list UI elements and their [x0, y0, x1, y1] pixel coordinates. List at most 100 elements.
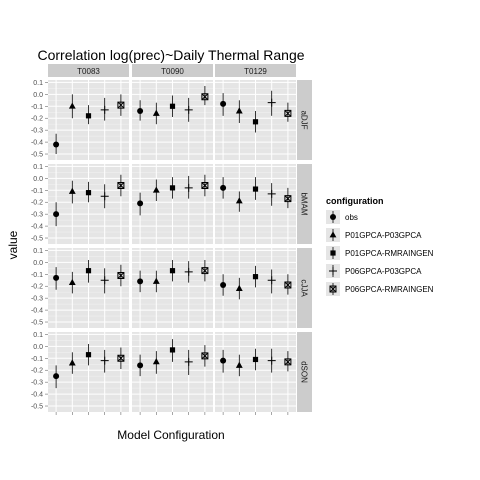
data-point — [252, 356, 259, 363]
data-point — [100, 276, 109, 285]
data-point — [267, 276, 276, 285]
panel-dSON-T0083 — [48, 332, 129, 412]
panel-aDJF-T0090 — [132, 80, 213, 160]
x-axis-title: Model Configuration — [117, 428, 224, 442]
data-point — [169, 347, 176, 353]
y-tick-label: 0.1 — [33, 248, 43, 255]
y-tick-label: -0.4 — [31, 392, 43, 399]
data-point — [137, 278, 144, 285]
data-point — [100, 356, 109, 365]
data-point — [117, 271, 125, 279]
data-point — [53, 274, 60, 281]
y-tick-label: -0.5 — [31, 152, 43, 159]
facet-strip-label: dSON — [300, 361, 309, 383]
y-tick-label: -0.4 — [31, 308, 43, 315]
facet-strip-label: aDJF — [300, 110, 309, 129]
y-tick-label: 0.1 — [33, 164, 43, 171]
data-point — [169, 185, 176, 191]
data-point — [117, 181, 125, 189]
data-point — [284, 358, 292, 366]
facet-strip-label: cJJA — [300, 279, 309, 297]
data-point — [184, 267, 193, 276]
data-point — [267, 189, 276, 198]
facet-strip-label: T0090 — [161, 67, 184, 76]
y-tick-label: -0.5 — [31, 320, 43, 327]
panel-cJJA-T0129 — [215, 248, 296, 328]
data-point — [201, 267, 209, 275]
data-point — [117, 354, 125, 362]
data-point — [267, 98, 276, 107]
y-tick-label: -0.2 — [31, 200, 43, 207]
data-point — [117, 101, 125, 109]
data-point — [201, 93, 209, 101]
data-point — [284, 195, 292, 203]
data-point — [137, 362, 144, 369]
data-point — [100, 192, 109, 201]
data-point — [267, 356, 276, 365]
data-point — [220, 282, 227, 289]
data-point — [85, 352, 92, 358]
legend-label: P01GPCA-RMRAINGEN — [345, 249, 434, 258]
data-point — [137, 108, 144, 115]
legend-label: P06GPCA-P03GPCA — [345, 267, 422, 276]
data-point — [53, 373, 60, 380]
facet-strip-label: T0083 — [77, 67, 100, 76]
data-point — [152, 109, 160, 116]
data-point — [284, 109, 292, 117]
data-point — [68, 187, 76, 194]
y-tick-label: -0.5 — [31, 404, 43, 411]
legend-label: P06GPCA-RMRAINGEN — [345, 285, 434, 294]
data-point — [201, 181, 209, 189]
panel-dSON-T0129 — [215, 332, 296, 412]
data-point — [100, 105, 109, 114]
panel-aDJF-T0083 — [48, 80, 129, 160]
y-tick-label: -0.1 — [31, 356, 43, 363]
legend-title: configuration — [326, 196, 384, 206]
data-point — [68, 102, 76, 109]
panel-bMAM-T0090 — [132, 164, 213, 244]
facet-strip-dSON — [297, 332, 312, 412]
y-tick-label: 0.1 — [33, 332, 43, 339]
panel-cJJA-T0083 — [48, 248, 129, 328]
y-tick-label: -0.3 — [31, 212, 43, 219]
data-point — [137, 200, 144, 207]
facet-strip-label: T0129 — [244, 67, 267, 76]
facet-strip-T0129 — [215, 64, 296, 77]
data-point — [252, 186, 259, 192]
data-point — [201, 352, 209, 360]
y-tick-label: -0.3 — [31, 128, 43, 135]
y-axis-title: value — [6, 230, 20, 259]
y-tick-label: 0.0 — [33, 260, 43, 267]
y-tick-label: -0.3 — [31, 296, 43, 303]
y-tick-label: -0.2 — [31, 116, 43, 123]
facet-strip-label: bMAM — [300, 192, 309, 215]
data-point — [252, 119, 259, 125]
y-tick-label: -0.2 — [31, 368, 43, 375]
y-tick-label: -0.1 — [31, 272, 43, 279]
data-point — [152, 277, 160, 284]
legend: obs P01GPCA-P03GPCA P01GPCA-RMRAINGEN P06GP… — [326, 210, 434, 296]
data-point — [152, 186, 160, 193]
chart-title: Correlation log(prec)~Daily Thermal Rang… — [37, 47, 304, 63]
y-tick-label: -0.5 — [31, 236, 43, 243]
panel-bMAM-T0129 — [215, 164, 296, 244]
panel-aDJF-T0129 — [215, 80, 296, 160]
panel-cJJA-T0090 — [132, 248, 213, 328]
data-point — [235, 361, 243, 368]
y-tick-label: -0.3 — [31, 380, 43, 387]
data-point — [235, 197, 243, 204]
facet-strip-cJJA — [297, 248, 312, 328]
y-tick-label: 0.1 — [33, 80, 43, 87]
data-point — [85, 190, 92, 196]
facet-strip-T0083 — [48, 64, 129, 77]
legend-label: obs — [345, 213, 358, 222]
y-tick-label: -0.1 — [31, 104, 43, 111]
data-point — [152, 358, 160, 365]
data-point — [220, 357, 227, 364]
facet-strip-bMAM — [297, 164, 312, 244]
y-tick-label: -0.4 — [31, 140, 43, 147]
data-point — [68, 278, 76, 286]
data-point — [184, 105, 193, 114]
y-tick-label: -0.1 — [31, 188, 43, 195]
